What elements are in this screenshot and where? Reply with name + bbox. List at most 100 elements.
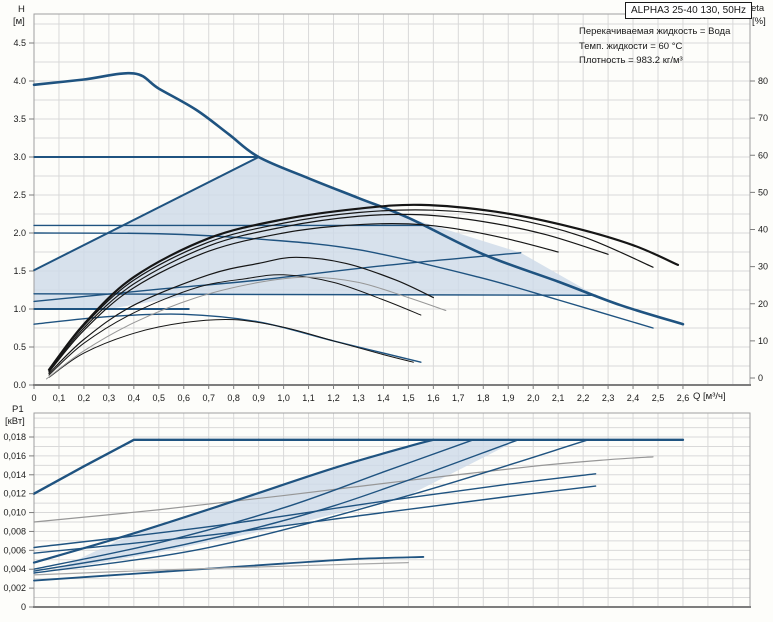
svg-text:0,8: 0,8	[227, 393, 240, 403]
svg-text:0,008: 0,008	[3, 526, 26, 536]
power-flow-chart-series	[32, 438, 685, 582]
info-line-fluid: Перекачиваемая жидкость = Вода	[579, 26, 731, 37]
svg-text:1,6: 1,6	[427, 393, 440, 403]
svg-text:0,014: 0,014	[3, 470, 26, 480]
svg-text:1,9: 1,9	[502, 393, 515, 403]
power-diag-b	[33, 439, 519, 572]
svg-text:70: 70	[758, 113, 768, 123]
svg-text:0: 0	[21, 602, 26, 612]
svg-text:0.5: 0.5	[13, 342, 26, 352]
head-flow-chart-grid	[34, 14, 750, 385]
power-grey-ref-long	[33, 456, 654, 523]
eta-curve-max	[47, 203, 680, 371]
svg-text:0,4: 0,4	[128, 393, 141, 403]
power-flow-chart-ticks: 0 0,002 0,004 0,006 0,008 0,010 0,012 0,014 0,01…	[3, 432, 34, 612]
head-axis-unit: [м]	[13, 16, 25, 27]
svg-text:0,3: 0,3	[103, 393, 116, 403]
svg-text:2.5: 2.5	[13, 190, 26, 200]
eta-curve-low	[48, 318, 414, 378]
svg-text:2,4: 2,4	[627, 393, 640, 403]
power-setting-upper	[32, 438, 435, 564]
svg-text:10: 10	[758, 336, 768, 346]
svg-text:1,2: 1,2	[327, 393, 340, 403]
power-flow-chart-grid	[34, 413, 750, 607]
svg-text:2.0: 2.0	[13, 228, 26, 238]
head-axis-label: H	[18, 4, 25, 15]
svg-text:4.5: 4.5	[13, 38, 26, 48]
info-line-temperature: Темп. жидкости = 60 °C	[579, 40, 683, 52]
info-line-density: Плотность = 983.2 кг/м³	[579, 55, 683, 66]
flow-axis-unit-label: Q [м³/ч]	[693, 391, 726, 402]
svg-text:50: 50	[758, 187, 768, 197]
speed-II-curve	[33, 232, 654, 329]
svg-text:30: 30	[758, 262, 768, 272]
fluid-info-block: Перекачиваемая жидкость = Вода Темп. жид…	[579, 25, 730, 69]
pump-model-title: ALPHA3 25-40 130, 50Hz	[625, 2, 752, 19]
svg-text:0,016: 0,016	[3, 451, 26, 461]
head-flow-chart-series	[32, 71, 685, 380]
speed-III-max-curve	[32, 71, 685, 326]
const-pressure-1.2	[33, 293, 597, 297]
svg-text:0: 0	[31, 393, 36, 403]
eta-curve-mid2	[48, 274, 422, 376]
head-flow-chart-ticks: 0.0 0.5 1.0 1.5 2.0 2.5 3.0 3.5 4.0 4.5 0 0,1 0,2 0,3…	[13, 38, 768, 403]
svg-text:0,012: 0,012	[3, 489, 26, 499]
power-grey-ref-short	[33, 562, 409, 576]
svg-text:0,006: 0,006	[3, 545, 26, 555]
svg-text:1,5: 1,5	[402, 393, 415, 403]
svg-text:0,004: 0,004	[3, 564, 26, 574]
svg-text:40: 40	[758, 225, 768, 235]
svg-text:2,2: 2,2	[577, 393, 590, 403]
eta-curve-mid	[48, 256, 434, 375]
svg-text:1,0: 1,0	[277, 393, 290, 403]
power-speed-I	[33, 556, 425, 582]
eta-axis-unit: [%]	[752, 16, 766, 27]
power-line-e	[33, 485, 597, 554]
svg-text:2,0: 2,0	[527, 393, 540, 403]
power-speed-III	[32, 438, 685, 495]
svg-text:0,010: 0,010	[3, 508, 26, 518]
svg-text:20: 20	[758, 299, 768, 309]
svg-text:0,6: 0,6	[178, 393, 191, 403]
svg-text:1,1: 1,1	[302, 393, 315, 403]
svg-text:1.5: 1.5	[13, 266, 26, 276]
eta-curve-3	[48, 213, 609, 372]
svg-text:80: 80	[758, 76, 768, 86]
power-axis-label: P1	[12, 404, 24, 415]
power-line-d	[33, 473, 597, 549]
eta-curve-4	[48, 223, 559, 373]
svg-text:0,7: 0,7	[202, 393, 215, 403]
head-flow-chart: 0.0 0.5 1.0 1.5 2.0 2.5 3.0 3.5 4.0 4.5 0 0,1 0,2 0,3…	[13, 13, 768, 403]
svg-text:2,1: 2,1	[552, 393, 565, 403]
speed-I-curve	[33, 313, 422, 363]
setting-range-upper-edge	[33, 156, 260, 272]
svg-text:1.0: 1.0	[13, 304, 26, 314]
eta-curve-grey-ref	[45, 276, 447, 380]
power-flow-chart-shaded-region	[58, 439, 519, 571]
eta-curve-2	[48, 209, 654, 371]
svg-text:0,018: 0,018	[3, 432, 26, 442]
svg-text:1,4: 1,4	[377, 393, 390, 403]
svg-text:0,5: 0,5	[153, 393, 166, 403]
svg-text:2,3: 2,3	[602, 393, 615, 403]
svg-text:3.0: 3.0	[13, 152, 26, 162]
svg-text:0,1: 0,1	[53, 393, 66, 403]
svg-text:0,9: 0,9	[252, 393, 265, 403]
svg-text:0,2: 0,2	[78, 393, 91, 403]
power-axis-unit: [кВт]	[5, 416, 25, 427]
eta-axis-label: eta	[751, 3, 765, 14]
svg-text:1,3: 1,3	[352, 393, 365, 403]
svg-text:0: 0	[758, 373, 763, 383]
svg-text:1,8: 1,8	[477, 393, 490, 403]
svg-text:60: 60	[758, 150, 768, 160]
svg-text:1,7: 1,7	[452, 393, 465, 403]
svg-text:3.5: 3.5	[13, 114, 26, 124]
svg-text:2,5: 2,5	[652, 393, 665, 403]
svg-text:0.0: 0.0	[13, 380, 26, 390]
power-diag-a	[33, 439, 474, 570]
svg-text:0,002: 0,002	[3, 583, 26, 593]
svg-text:4.0: 4.0	[13, 76, 26, 86]
power-flow-chart: 0 0,002 0,004 0,006 0,008 0,010 0,012 0,014 0,01…	[3, 412, 751, 612]
